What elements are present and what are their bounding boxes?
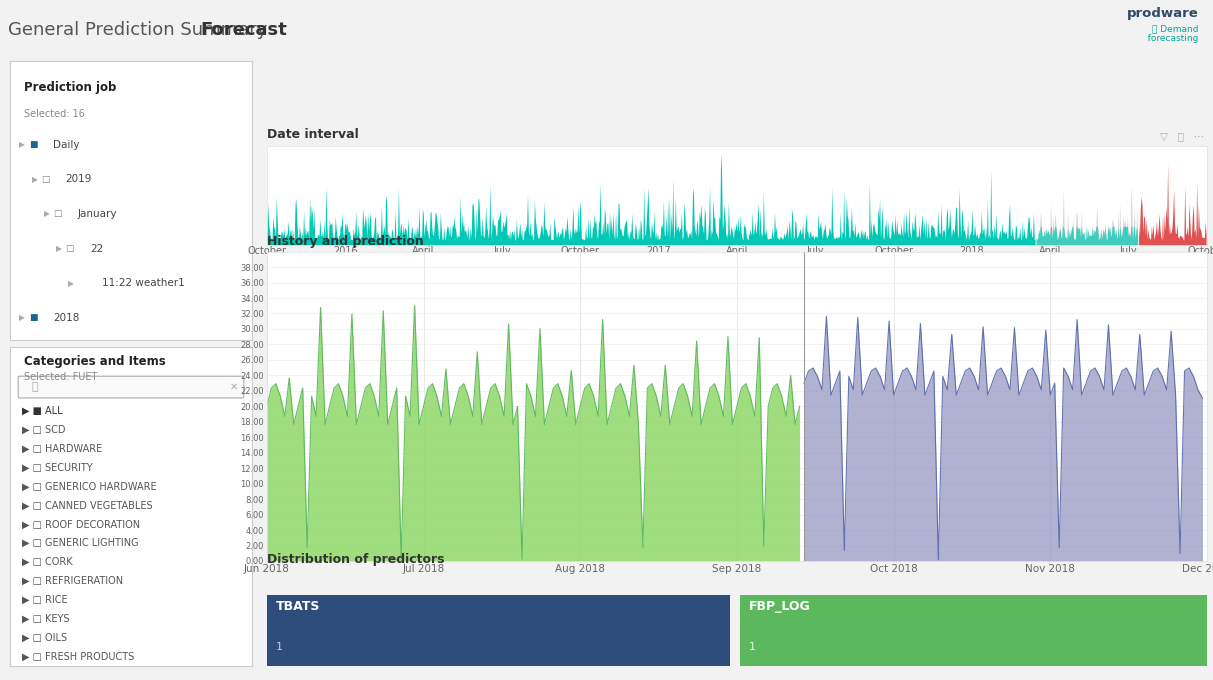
Text: ⯈ Demand
   forecasting: ⯈ Demand forecasting: [1139, 24, 1198, 44]
Text: Forecast: Forecast: [200, 21, 286, 39]
Text: ▶: ▶: [19, 313, 25, 322]
Text: ▶ □ HARDWARE: ▶ □ HARDWARE: [22, 443, 102, 454]
Bar: [740, 596, 1207, 666]
Text: General Prediction Summary: General Prediction Summary: [8, 21, 274, 39]
Text: ■: ■: [29, 313, 38, 322]
Text: ▶ □ KEYS: ▶ □ KEYS: [22, 614, 69, 624]
Text: □: □: [53, 209, 62, 218]
Text: Distribution of predictors: Distribution of predictors: [267, 553, 444, 566]
Text: ▶ □ ROOF DECORATION: ▶ □ ROOF DECORATION: [22, 520, 139, 529]
Text: January: January: [78, 209, 118, 219]
Text: ▶ □ GENERIC LIGHTING: ▶ □ GENERIC LIGHTING: [22, 539, 138, 548]
Text: Categories and Items: Categories and Items: [24, 355, 166, 368]
Text: ▶ □ CANNED VEGETABLES: ▶ □ CANNED VEGETABLES: [22, 500, 153, 511]
Text: ▶ □ SECURITY: ▶ □ SECURITY: [22, 462, 92, 473]
Text: ▶ □ SCD: ▶ □ SCD: [22, 424, 66, 435]
Text: ▽   ⎙   ⋯: ▽ ⎙ ⋯: [1161, 131, 1205, 141]
Text: ▶: ▶: [56, 244, 62, 253]
Text: TBATS: TBATS: [277, 600, 320, 613]
Text: ■: ■: [29, 140, 38, 150]
Text: 11:22 weather1: 11:22 weather1: [102, 278, 184, 288]
Text: ▶ □ GENERICO HARDWARE: ▶ □ GENERICO HARDWARE: [22, 481, 156, 492]
Text: ▶ □ FRESH PRODUCTS: ▶ □ FRESH PRODUCTS: [22, 652, 135, 662]
Text: 22: 22: [90, 243, 103, 254]
Text: ⌕: ⌕: [32, 382, 38, 392]
Text: ▶ □ OILS: ▶ □ OILS: [22, 633, 67, 643]
Text: ▶ □ RICE: ▶ □ RICE: [22, 595, 68, 605]
Text: Prediction job: Prediction job: [24, 81, 116, 94]
Text: ▶: ▶: [32, 175, 38, 184]
Text: FBP_LOG: FBP_LOG: [750, 600, 810, 613]
Text: ▶ □ REFRIGERATION: ▶ □ REFRIGERATION: [22, 576, 123, 586]
Text: 2018: 2018: [53, 313, 80, 323]
Text: 1: 1: [277, 642, 284, 651]
Text: □: □: [66, 244, 74, 253]
FancyBboxPatch shape: [18, 376, 244, 398]
Text: Date interval: Date interval: [267, 128, 359, 141]
Text: Daily: Daily: [53, 140, 80, 150]
Bar: [267, 596, 730, 666]
Text: ▶: ▶: [44, 209, 50, 218]
Text: 1: 1: [750, 642, 756, 651]
Text: Selected: 16: Selected: 16: [24, 109, 85, 118]
Text: ▶ ■ ALL: ▶ ■ ALL: [22, 406, 62, 415]
Text: ▶: ▶: [19, 140, 25, 150]
Text: ▶ □ CORK: ▶ □ CORK: [22, 557, 73, 567]
Text: Selected: FUET: Selected: FUET: [24, 373, 97, 382]
Text: ✕: ✕: [229, 382, 238, 392]
Text: ▶: ▶: [68, 279, 74, 288]
Text: History and prediction: History and prediction: [267, 235, 423, 248]
Text: □: □: [41, 175, 50, 184]
Text: 2019: 2019: [66, 174, 92, 184]
Text: prodware: prodware: [1127, 7, 1198, 20]
